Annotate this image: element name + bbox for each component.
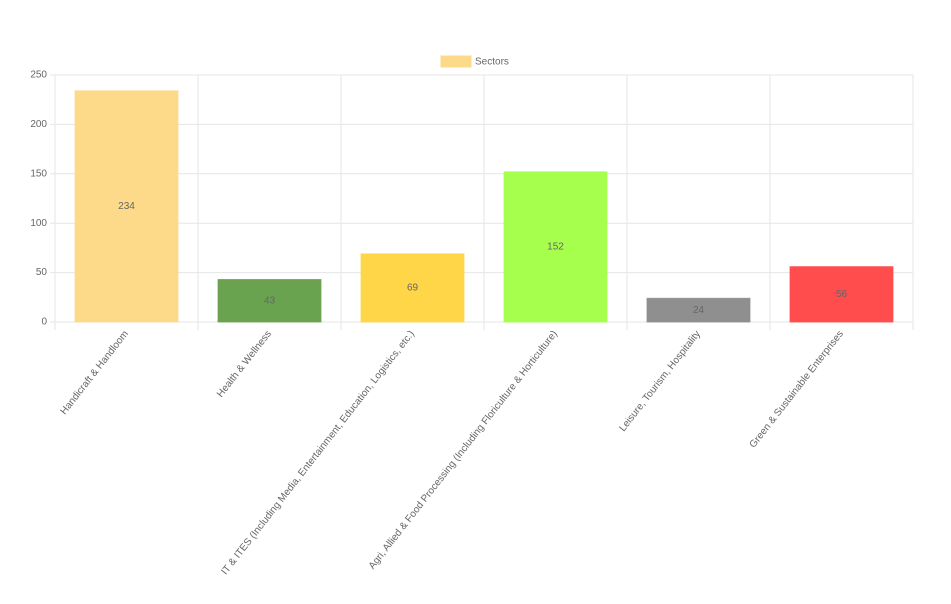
value-label: 43 bbox=[264, 295, 276, 306]
y-tick-label: 100 bbox=[30, 218, 47, 229]
x-tick-label: Agri, Allied & Food Processing (Includin… bbox=[367, 329, 560, 572]
y-tick-label: 200 bbox=[30, 119, 47, 130]
x-tick-label: Health & Wellness bbox=[215, 329, 274, 400]
y-tick-label: 0 bbox=[41, 317, 47, 328]
x-tick-label: Handicraft & Handloom bbox=[59, 329, 131, 417]
y-tick-label: 250 bbox=[30, 70, 47, 81]
y-tick-label: 150 bbox=[30, 168, 47, 179]
x-tick-label: Leisure, Tourism, Hospitality bbox=[617, 329, 703, 434]
bar bbox=[360, 253, 465, 323]
bar bbox=[789, 266, 894, 323]
bar bbox=[646, 297, 751, 323]
legend-swatch bbox=[440, 55, 472, 68]
y-tick-label: 50 bbox=[36, 267, 48, 278]
bar bbox=[74, 90, 179, 323]
value-label: 152 bbox=[547, 242, 564, 253]
value-label: 56 bbox=[836, 289, 848, 300]
bar bbox=[503, 171, 608, 323]
value-label: 234 bbox=[118, 201, 135, 212]
x-tick-label: Green & Sustainable Enterprises bbox=[748, 329, 846, 451]
bar bbox=[217, 279, 322, 323]
legend-label: Sectors bbox=[475, 57, 509, 68]
value-label: 69 bbox=[407, 283, 419, 294]
value-label: 24 bbox=[693, 305, 705, 316]
